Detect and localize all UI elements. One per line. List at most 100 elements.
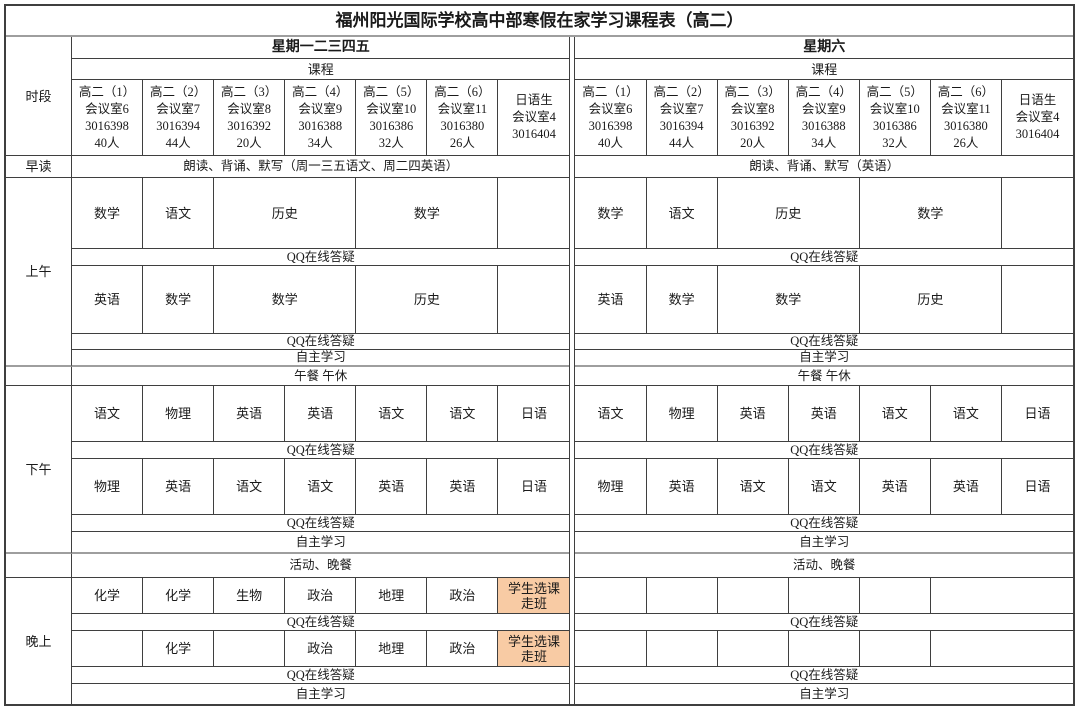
subject-cell-empty (859, 578, 931, 614)
saturday-class-header: 高二（3） 会议室8 3016392 20人 (717, 80, 789, 156)
qq-online-banner: QQ在线答疑 (72, 442, 570, 459)
class-room: 会议室11 (941, 101, 991, 116)
subject-cell-empty (1001, 178, 1073, 249)
class-grade: 高二（3） (724, 84, 781, 99)
subject-cell: 数学 (859, 178, 1002, 249)
saturday-class-header: 高二（5） 会议室10 3016386 32人 (859, 80, 931, 156)
subject-cell: 数学 (646, 266, 718, 334)
subject-cell: 语文 (427, 386, 499, 442)
saturday-class-header: 高二（2） 会议室7 3016394 44人 (646, 80, 718, 156)
class-room: 会议室6 (588, 101, 633, 116)
subject-cell-empty (788, 578, 860, 614)
subject-cell: 历史 (717, 178, 860, 249)
qq-online-banner: QQ在线答疑 (72, 667, 570, 684)
class-size: 40人 (94, 135, 120, 150)
class-size: 44人 (165, 135, 191, 150)
self-study-banner: 自主学习 (575, 532, 1073, 554)
subject-cell: 语文 (575, 386, 647, 442)
class-room: 会议室4 (1015, 110, 1060, 124)
lunch-break-banner: 午餐 午休 (575, 367, 1073, 386)
weekday-class-header: 高二（1） 会议室6 3016398 40人 (72, 80, 144, 156)
class-qq-group: 3016394 (659, 118, 704, 133)
class-grade: 高二（1） (78, 84, 136, 99)
class-grade: 高二（2） (149, 84, 207, 99)
subject-cell: 日语 (1001, 459, 1073, 515)
qq-online-banner: QQ在线答疑 (72, 334, 570, 350)
subject-cell-empty (859, 631, 931, 667)
qq-online-banner: QQ在线答疑 (575, 442, 1073, 459)
subject-cell: 物理 (575, 459, 647, 515)
subject-cell: 英语 (717, 386, 789, 442)
qq-online-banner: QQ在线答疑 (72, 249, 570, 266)
activity-dinner-banner: 活动、晚餐 (575, 554, 1073, 578)
class-room: 会议室11 (437, 101, 488, 116)
class-qq-group: 3016404 (1015, 127, 1060, 141)
class-size: 20人 (740, 135, 766, 150)
class-grade: 高二（5） (363, 84, 420, 99)
subject-cell: 语文 (72, 386, 144, 442)
subject-cell: 英语 (356, 459, 428, 515)
subject-cell: 生物 (214, 578, 286, 614)
subject-cell: 政治 (427, 631, 499, 667)
subject-cell: 数学 (356, 178, 499, 249)
subject-cell-empty (717, 631, 789, 667)
self-study-banner: 自主学习 (72, 350, 570, 367)
weekday-header: 星期一二三四五 (72, 37, 570, 59)
class-grade: 日语生 (1018, 93, 1057, 107)
subject-cell: 物理 (646, 386, 718, 442)
class-room: 会议室7 (659, 101, 704, 116)
subject-cell: 政治 (427, 578, 499, 614)
class-grade: 高二（5） (866, 84, 923, 99)
class-qq-group: 3016386 (872, 118, 917, 133)
activity-dinner-banner: 活动、晚餐 (72, 554, 570, 578)
class-grade: 高二（3） (221, 84, 278, 99)
subject-cell: 语文 (143, 178, 215, 249)
schedule-grid: 时段 早读 上午 下午 晚上 星期一二三四五 课程 高二（1） 会议室6 30163… (6, 37, 1073, 704)
subject-cell: 日语 (498, 386, 570, 442)
weekday-class-header: 高二（2） 会议室7 3016394 44人 (143, 80, 215, 156)
class-room: 会议室9 (298, 101, 343, 116)
qq-online-banner: QQ在线答疑 (575, 249, 1073, 266)
class-qq-group: 3016398 (588, 118, 633, 133)
class-qq-group: 3016388 (801, 118, 846, 133)
class-grade: 高二（4） (795, 84, 852, 99)
saturday-class-header: 高二（4） 会议室9 3016388 34人 (788, 80, 860, 156)
class-size: 26人 (449, 135, 475, 150)
class-room: 会议室4 (512, 110, 556, 124)
section-divider-gap (569, 37, 576, 704)
class-grade: 日语生 (515, 93, 553, 107)
subject-cell: 地理 (356, 578, 428, 614)
subject-cell-empty (788, 631, 860, 667)
subject-cell: 政治 (285, 631, 357, 667)
time-label-evening: 晚上 (6, 578, 72, 704)
class-grade: 高二（6） (434, 84, 491, 99)
qq-online-banner: QQ在线答疑 (575, 515, 1073, 532)
subject-cell: 英语 (214, 386, 286, 442)
self-study-banner: 自主学习 (575, 350, 1073, 367)
class-qq-group: 3016380 (440, 118, 485, 133)
class-size: 32人 (378, 135, 404, 150)
time-col-spacer (6, 367, 72, 386)
saturday-morning-reading: 朗读、背诵、默写（英语） (575, 156, 1073, 178)
subject-cell: 物理 (143, 386, 215, 442)
subject-cell: 历史 (859, 266, 1002, 334)
subject-cell: 语文 (788, 459, 860, 515)
subject-cell: 数学 (214, 266, 357, 334)
class-qq-group: 3016398 (85, 118, 129, 133)
subject-cell: 英语 (788, 386, 860, 442)
class-size: 40人 (598, 135, 624, 150)
class-size: 34人 (811, 135, 837, 150)
elective-class-cell: 学生选课走班 (498, 631, 570, 667)
subject-cell-empty (646, 631, 718, 667)
subject-cell: 数学 (575, 178, 647, 249)
subject-cell: 英语 (72, 266, 144, 334)
class-size: 44人 (669, 135, 695, 150)
subject-cell: 数学 (72, 178, 144, 249)
class-room: 会议室10 (366, 101, 417, 116)
saturday-class-header: 高二（6） 会议室11 3016380 26人 (930, 80, 1002, 156)
self-study-banner: 自主学习 (72, 532, 570, 554)
schedule-sheet: 福州阳光国际学校高中部寒假在家学习课程表（高二） 时段 早读 上午 下午 晚上 … (4, 4, 1075, 706)
subject-cell: 语文 (717, 459, 789, 515)
class-qq-group: 3016388 (298, 118, 343, 133)
